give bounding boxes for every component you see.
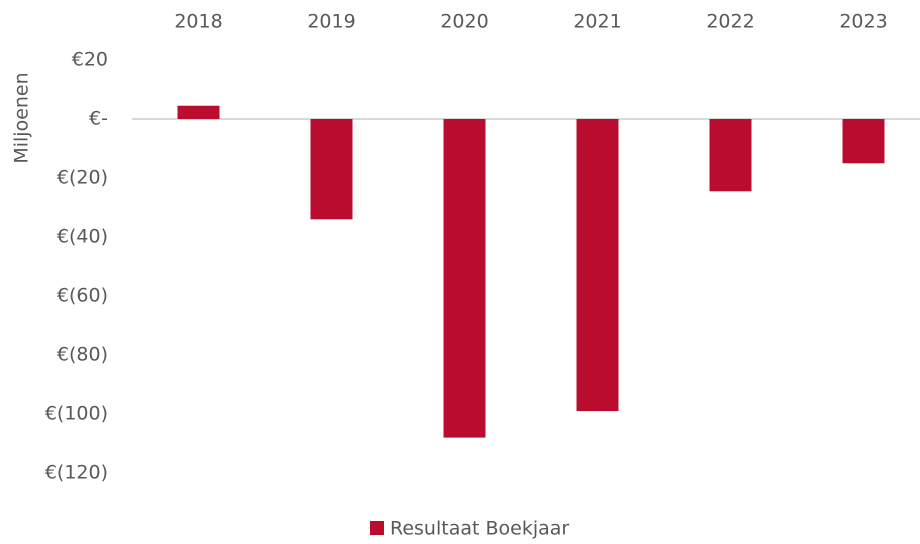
bar xyxy=(576,119,619,412)
bar xyxy=(177,105,220,119)
y-tick-label: €(60) xyxy=(57,285,108,307)
bar xyxy=(709,119,752,192)
y-axis-label: Miljoenen xyxy=(11,72,33,163)
bar xyxy=(310,119,353,220)
y-tick-label: €20 xyxy=(72,49,108,71)
y-tick-label: €- xyxy=(89,108,108,130)
x-tick-label: 2018 xyxy=(174,11,222,33)
y-tick-label: €(80) xyxy=(57,344,108,366)
y-tick-label: €(40) xyxy=(57,226,108,248)
y-tick-label: €(120) xyxy=(45,462,108,484)
y-tick-label: €(20) xyxy=(57,167,108,189)
x-tick-label: 2020 xyxy=(440,11,488,33)
x-tick-label: 2019 xyxy=(307,11,355,33)
bar xyxy=(443,119,486,438)
y-tick-label: €(100) xyxy=(45,403,108,425)
x-tick-label: 2022 xyxy=(706,11,754,33)
x-tick-label: 2023 xyxy=(839,11,887,33)
legend-label: Resultaat Boekjaar xyxy=(390,518,569,540)
x-tick-label: 2021 xyxy=(573,11,621,33)
bar xyxy=(842,119,885,164)
legend-swatch xyxy=(370,521,384,535)
